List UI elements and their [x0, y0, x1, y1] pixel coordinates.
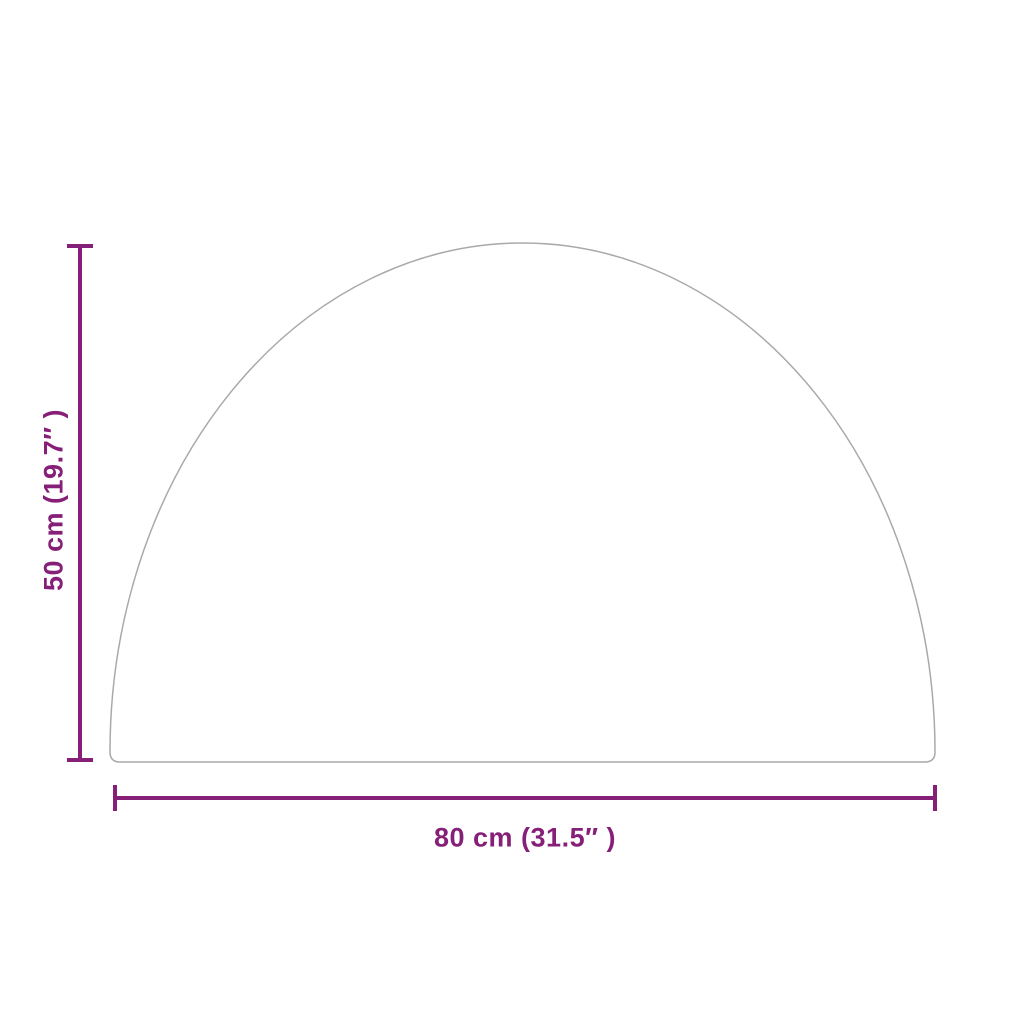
width-dimension-line	[113, 785, 937, 811]
width-dimension-label: 80 cm (31.5″ )	[433, 822, 617, 853]
height-dimension-label: 50 cm (19.7″ )	[38, 408, 69, 592]
height-dimension-line	[67, 244, 93, 762]
half-round-shape-outline	[109, 242, 936, 763]
